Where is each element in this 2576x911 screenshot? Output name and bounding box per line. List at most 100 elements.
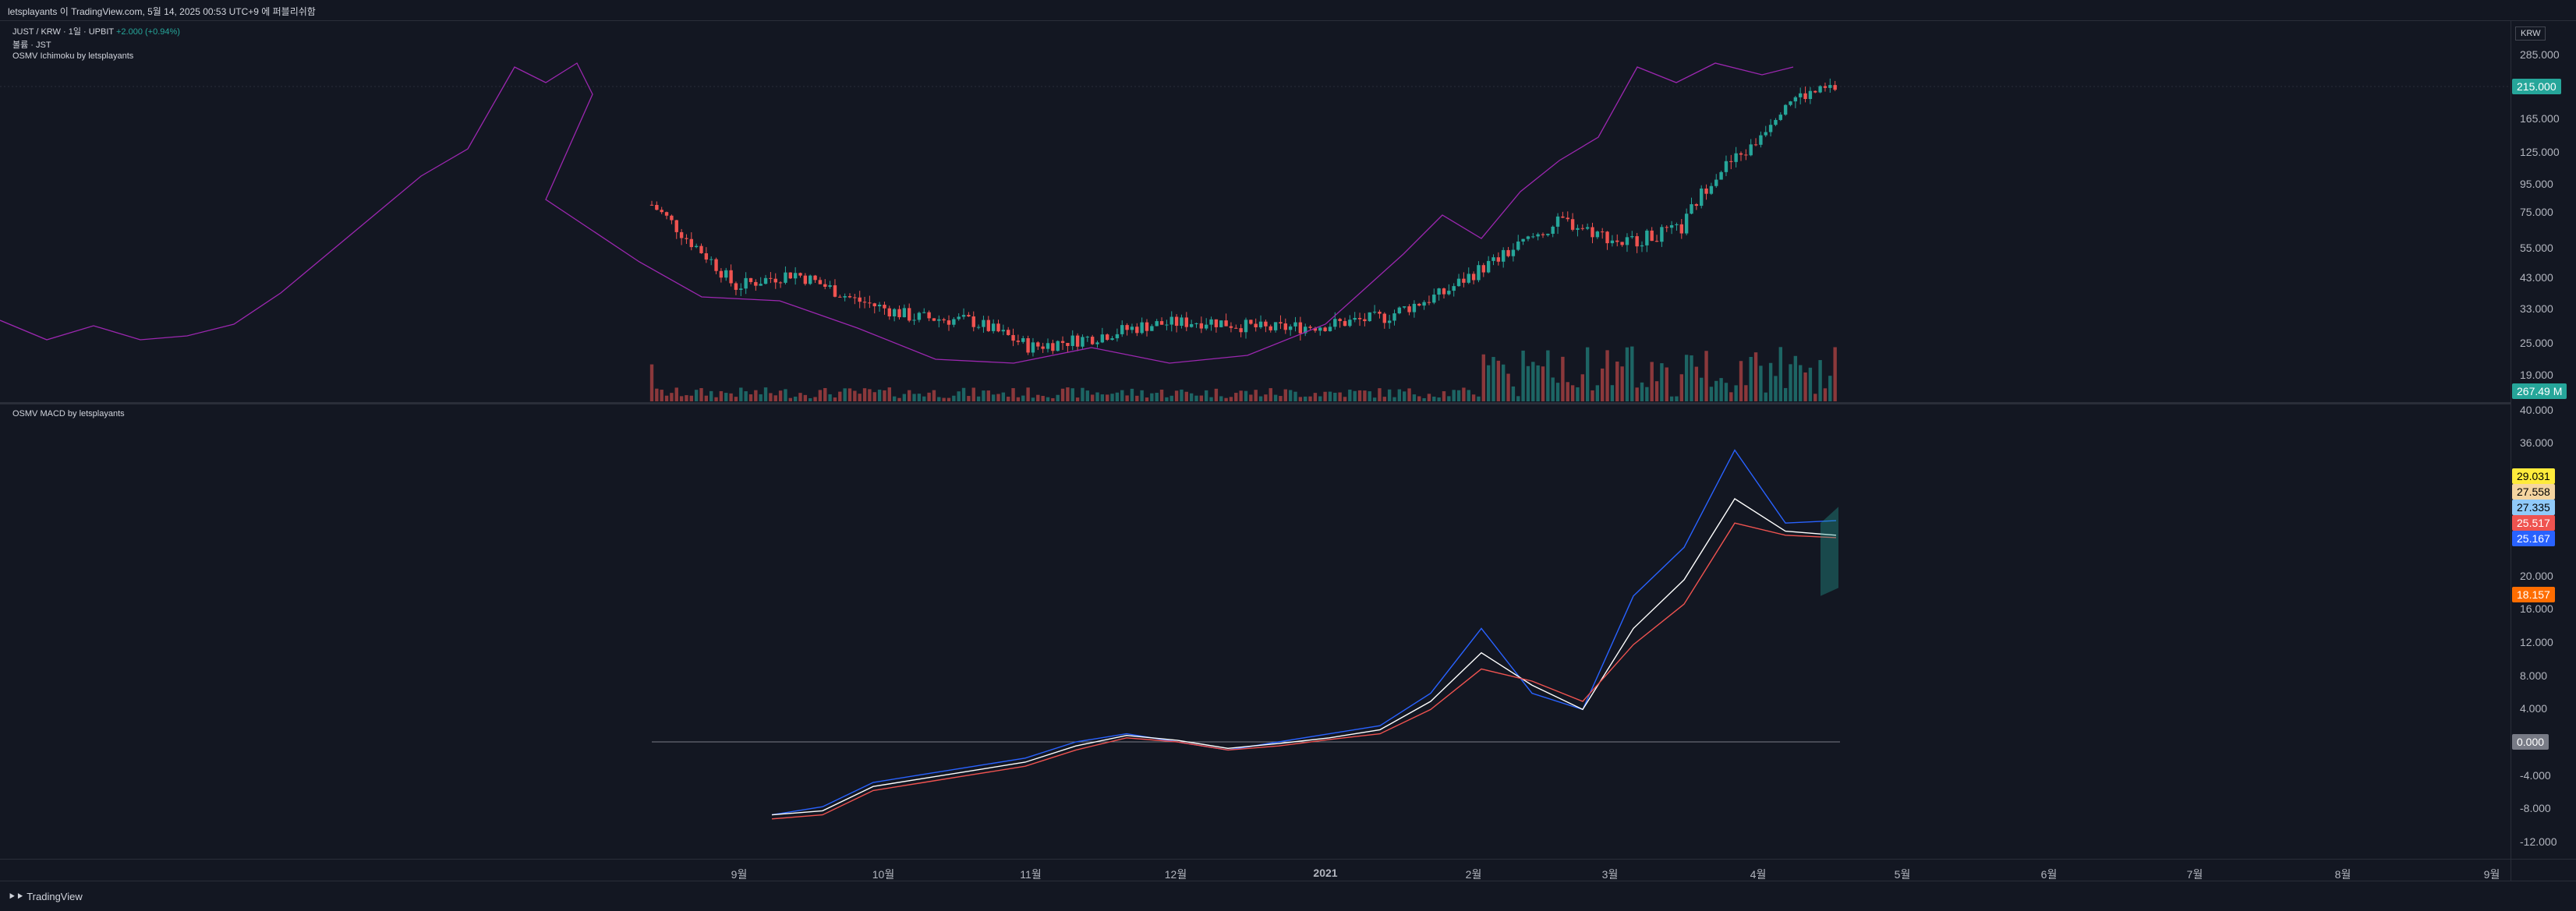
candle[interactable] (1551, 225, 1555, 238)
candle[interactable] (679, 228, 684, 245)
candle[interactable] (833, 279, 837, 298)
candle[interactable] (1749, 139, 1753, 157)
candle[interactable] (1679, 219, 1683, 239)
volume-legend[interactable]: 볼륨 · JST (12, 41, 51, 50)
candle[interactable] (1229, 322, 1233, 333)
candle[interactable] (729, 264, 733, 287)
candle[interactable] (1041, 342, 1045, 353)
candle[interactable] (1372, 305, 1377, 315)
candle[interactable] (1169, 311, 1173, 332)
candle[interactable] (1630, 231, 1634, 239)
candle[interactable] (1625, 233, 1629, 252)
candle[interactable] (714, 257, 718, 274)
candle[interactable] (1115, 328, 1120, 342)
candle[interactable] (1353, 312, 1357, 323)
candle[interactable] (1818, 85, 1822, 94)
candle[interactable] (739, 283, 743, 296)
candle[interactable] (1180, 314, 1184, 329)
candle[interactable] (868, 295, 872, 309)
candle[interactable] (1155, 319, 1159, 327)
candle[interactable] (1021, 335, 1025, 344)
candle[interactable] (1304, 323, 1307, 337)
candle[interactable] (1477, 261, 1481, 283)
candle[interactable] (1060, 336, 1065, 351)
candle[interactable] (1541, 232, 1545, 238)
candle[interactable] (1620, 242, 1624, 247)
candle[interactable] (1194, 323, 1198, 328)
candle[interactable] (1159, 317, 1164, 325)
candle[interactable] (773, 273, 777, 289)
candle[interactable] (1610, 235, 1615, 247)
candle[interactable] (1669, 221, 1674, 235)
candle[interactable] (902, 304, 907, 318)
candle[interactable] (862, 296, 867, 309)
candle[interactable] (1764, 125, 1767, 137)
candle[interactable] (1412, 300, 1417, 318)
candle[interactable] (1007, 327, 1010, 336)
candle[interactable] (1462, 272, 1466, 288)
candle[interactable] (1081, 334, 1085, 349)
candle[interactable] (1125, 323, 1129, 336)
candle[interactable] (1135, 323, 1139, 337)
candle[interactable] (793, 267, 798, 285)
candle[interactable] (689, 232, 693, 251)
candle[interactable] (1502, 247, 1506, 268)
candle[interactable] (1397, 306, 1402, 315)
candle[interactable] (1273, 322, 1278, 333)
candle[interactable] (1783, 104, 1788, 116)
price-chart[interactable] (0, 20, 2511, 402)
candle[interactable] (1665, 225, 1668, 232)
candle[interactable] (1323, 326, 1327, 332)
candle[interactable] (748, 277, 753, 284)
candle[interactable] (1536, 232, 1540, 241)
candle[interactable] (1704, 184, 1708, 200)
pane-divider[interactable] (0, 402, 2511, 404)
candle[interactable] (1283, 318, 1287, 334)
candle[interactable] (1184, 312, 1188, 331)
candle[interactable] (778, 281, 783, 288)
candle[interactable] (1778, 112, 1782, 122)
candle[interactable] (1165, 320, 1169, 330)
candle[interactable] (976, 324, 981, 330)
candle[interactable] (1254, 318, 1258, 332)
candle[interactable] (843, 293, 847, 302)
candle[interactable] (1813, 90, 1817, 94)
candle[interactable] (1422, 300, 1426, 310)
candle[interactable] (1016, 334, 1021, 345)
candle[interactable] (1120, 320, 1124, 337)
candle[interactable] (1774, 118, 1778, 126)
candle[interactable] (1714, 174, 1718, 188)
candle[interactable] (908, 303, 911, 323)
candle[interactable] (1675, 222, 1679, 231)
candle[interactable] (694, 243, 699, 249)
candle[interactable] (1427, 295, 1431, 305)
candle[interactable] (1199, 316, 1204, 334)
candle[interactable] (744, 272, 748, 295)
candle[interactable] (892, 308, 897, 322)
candle[interactable] (1174, 314, 1179, 333)
symbol-legend[interactable]: JUST / KRW · 1일 · UPBIT +2.000 (+0.94%) (12, 25, 180, 37)
candle[interactable] (1145, 319, 1149, 337)
candle[interactable] (1531, 232, 1535, 238)
candle[interactable] (1700, 185, 1704, 209)
candle[interactable] (1239, 324, 1243, 337)
candle[interactable] (1481, 263, 1485, 277)
candle[interactable] (1066, 343, 1070, 352)
candle[interactable] (1075, 333, 1080, 351)
candle[interactable] (1343, 317, 1347, 327)
candle[interactable] (1249, 320, 1253, 325)
candle[interactable] (1036, 341, 1040, 351)
candle[interactable] (853, 294, 857, 305)
candle[interactable] (1471, 271, 1476, 284)
candle[interactable] (877, 302, 882, 312)
candle[interactable] (1601, 228, 1605, 239)
candle[interactable] (1279, 315, 1283, 330)
candle[interactable] (1011, 328, 1015, 347)
candle[interactable] (769, 272, 773, 284)
candle[interactable] (1095, 341, 1099, 348)
candle[interactable] (1442, 288, 1446, 298)
candle[interactable] (967, 312, 971, 317)
candle[interactable] (1511, 243, 1516, 262)
candle[interactable] (986, 316, 990, 333)
candle[interactable] (1452, 283, 1456, 297)
